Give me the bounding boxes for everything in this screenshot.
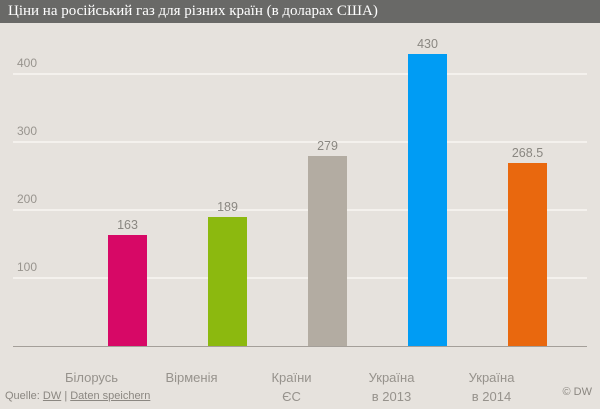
bar-1 <box>208 217 247 346</box>
gridline-200 <box>13 209 587 211</box>
x-category-label-2: Країни ЄС <box>271 370 312 404</box>
source-line: Quelle: DW | Daten speichern <box>5 390 150 402</box>
bar-0 <box>108 235 147 346</box>
x-axis-line <box>13 346 587 347</box>
bar-4 <box>508 163 547 346</box>
gridline-300 <box>13 141 587 143</box>
source-link-dw[interactable]: DW <box>42 390 62 402</box>
bar-2 <box>308 156 347 346</box>
copyright: © DW <box>562 386 593 398</box>
x-category-label-3: Україна в 2013 <box>368 370 415 404</box>
source-separator: | <box>64 390 68 402</box>
y-tick-label-200: 200 <box>17 192 38 206</box>
bar-value-label-4: 268.5 <box>511 146 544 161</box>
save-data-link[interactable]: Daten speichern <box>70 390 151 402</box>
x-category-label-1: Вірменія <box>165 370 218 385</box>
bar-value-label-2: 279 <box>317 139 338 154</box>
bar-chart: 100 200 300 400 163 189 279 430 268.5 Білорусь В… <box>0 23 600 409</box>
x-category-label-4: Україна в 2014 <box>468 370 515 404</box>
source-prefix: Quelle: <box>5 390 40 402</box>
chart-header: Ціни на російський газ для різних країн … <box>0 0 600 23</box>
bar-value-label-1: 189 <box>217 200 238 215</box>
x-category-label-0: Білорусь <box>64 370 119 385</box>
gridline-100 <box>13 277 587 279</box>
y-tick-label-300: 300 <box>17 124 38 138</box>
y-tick-label-400: 400 <box>17 56 38 70</box>
bar-3 <box>408 53 447 346</box>
bar-value-label-0: 163 <box>117 218 138 233</box>
bar-value-label-3: 430 <box>417 36 438 51</box>
gridline-400 <box>13 73 587 75</box>
y-tick-label-100: 100 <box>17 260 38 274</box>
chart-title: Ціни на російський газ для різних країн … <box>8 3 378 19</box>
